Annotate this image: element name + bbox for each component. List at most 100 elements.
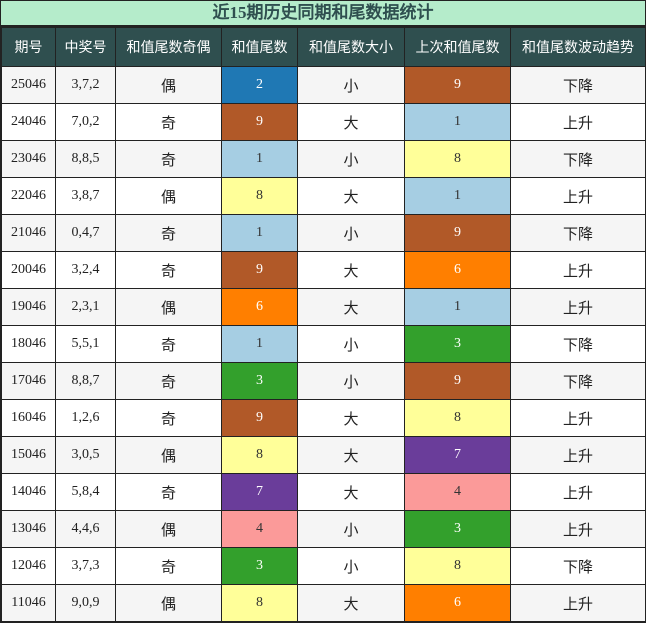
cell-period: 16046 (1, 399, 56, 437)
cell-parity: 奇 (115, 473, 222, 511)
cell-numbers: 4,4,6 (55, 510, 116, 548)
cell-trend: 上升 (510, 510, 646, 548)
cell-trend: 上升 (510, 177, 646, 215)
cell-tail: 3 (221, 362, 298, 400)
cell-parity: 奇 (115, 362, 222, 400)
cell-size: 小 (297, 325, 405, 363)
cell-numbers: 3,7,2 (55, 66, 116, 104)
cell-tail: 8 (221, 584, 298, 622)
cell-parity: 奇 (115, 325, 222, 363)
cell-period: 14046 (1, 473, 56, 511)
cell-prev-tail: 3 (404, 510, 511, 548)
cell-tail: 1 (221, 140, 298, 178)
cell-prev-tail: 1 (404, 103, 511, 141)
cell-prev-tail: 1 (404, 177, 511, 215)
cell-parity: 奇 (115, 140, 222, 178)
cell-trend: 下降 (510, 214, 646, 252)
cell-tail: 9 (221, 399, 298, 437)
cell-parity: 奇 (115, 214, 222, 252)
cell-size: 小 (297, 362, 405, 400)
table-row: 18046 5,5,1 奇 1 小 3 下降 (1, 325, 646, 363)
cell-prev-tail: 9 (404, 362, 511, 400)
cell-numbers: 8,8,5 (55, 140, 116, 178)
table-row: 13046 4,4,6 偶 4 小 3 上升 (1, 510, 646, 548)
cell-prev-tail: 6 (404, 584, 511, 622)
cell-prev-tail: 3 (404, 325, 511, 363)
header-trend: 和值尾数波动趋势 (510, 27, 646, 67)
header-period: 期号 (1, 27, 56, 67)
cell-trend: 下降 (510, 547, 646, 585)
header-tail: 和值尾数 (221, 27, 298, 67)
cell-prev-tail: 4 (404, 473, 511, 511)
stats-table: 期号 中奖号 和值尾数奇偶 和值尾数 和值尾数大小 上次和值尾数 和值尾数波动趋… (1, 27, 646, 622)
cell-numbers: 3,7,3 (55, 547, 116, 585)
cell-numbers: 3,0,5 (55, 436, 116, 474)
cell-tail: 7 (221, 473, 298, 511)
cell-numbers: 3,2,4 (55, 251, 116, 289)
cell-numbers: 5,5,1 (55, 325, 116, 363)
header-numbers: 中奖号 (55, 27, 116, 67)
cell-prev-tail: 6 (404, 251, 511, 289)
cell-trend: 上升 (510, 473, 646, 511)
header-prev-tail: 上次和值尾数 (404, 27, 511, 67)
cell-tail: 3 (221, 547, 298, 585)
cell-trend: 上升 (510, 251, 646, 289)
table-row: 25046 3,7,2 偶 2 小 9 下降 (1, 66, 646, 104)
cell-period: 20046 (1, 251, 56, 289)
cell-tail: 2 (221, 66, 298, 104)
table-row: 20046 3,2,4 奇 9 大 6 上升 (1, 251, 646, 289)
header-parity: 和值尾数奇偶 (115, 27, 222, 67)
cell-period: 11046 (1, 584, 56, 622)
cell-prev-tail: 8 (404, 399, 511, 437)
cell-parity: 偶 (115, 177, 222, 215)
header-row: 期号 中奖号 和值尾数奇偶 和值尾数 和值尾数大小 上次和值尾数 和值尾数波动趋… (1, 27, 646, 67)
cell-period: 18046 (1, 325, 56, 363)
cell-size: 小 (297, 140, 405, 178)
cell-trend: 下降 (510, 66, 646, 104)
cell-period: 19046 (1, 288, 56, 326)
cell-trend: 上升 (510, 399, 646, 437)
cell-trend: 上升 (510, 436, 646, 474)
cell-numbers: 0,4,7 (55, 214, 116, 252)
cell-tail: 6 (221, 288, 298, 326)
cell-parity: 奇 (115, 103, 222, 141)
cell-period: 12046 (1, 547, 56, 585)
cell-trend: 上升 (510, 584, 646, 622)
cell-tail: 9 (221, 251, 298, 289)
cell-size: 大 (297, 436, 405, 474)
cell-trend: 下降 (510, 325, 646, 363)
cell-parity: 偶 (115, 66, 222, 104)
cell-parity: 奇 (115, 547, 222, 585)
header-size: 和值尾数大小 (297, 27, 405, 67)
cell-period: 24046 (1, 103, 56, 141)
table-row: 23046 8,8,5 奇 1 小 8 下降 (1, 140, 646, 178)
cell-prev-tail: 9 (404, 214, 511, 252)
cell-size: 大 (297, 399, 405, 437)
cell-numbers: 1,2,6 (55, 399, 116, 437)
cell-size: 大 (297, 177, 405, 215)
cell-trend: 下降 (510, 140, 646, 178)
cell-prev-tail: 8 (404, 547, 511, 585)
cell-prev-tail: 8 (404, 140, 511, 178)
cell-numbers: 2,3,1 (55, 288, 116, 326)
cell-numbers: 7,0,2 (55, 103, 116, 141)
cell-trend: 上升 (510, 288, 646, 326)
cell-numbers: 9,0,9 (55, 584, 116, 622)
cell-size: 大 (297, 584, 405, 622)
table-row: 15046 3,0,5 偶 8 大 7 上升 (1, 436, 646, 474)
cell-period: 25046 (1, 66, 56, 104)
cell-size: 大 (297, 103, 405, 141)
cell-period: 23046 (1, 140, 56, 178)
cell-tail: 4 (221, 510, 298, 548)
cell-size: 小 (297, 66, 405, 104)
cell-period: 13046 (1, 510, 56, 548)
table-row: 16046 1,2,6 奇 9 大 8 上升 (1, 399, 646, 437)
cell-tail: 1 (221, 325, 298, 363)
table-row: 21046 0,4,7 奇 1 小 9 下降 (1, 214, 646, 252)
table-row: 19046 2,3,1 偶 6 大 1 上升 (1, 288, 646, 326)
cell-parity: 偶 (115, 288, 222, 326)
cell-period: 17046 (1, 362, 56, 400)
cell-tail: 8 (221, 436, 298, 474)
cell-prev-tail: 7 (404, 436, 511, 474)
